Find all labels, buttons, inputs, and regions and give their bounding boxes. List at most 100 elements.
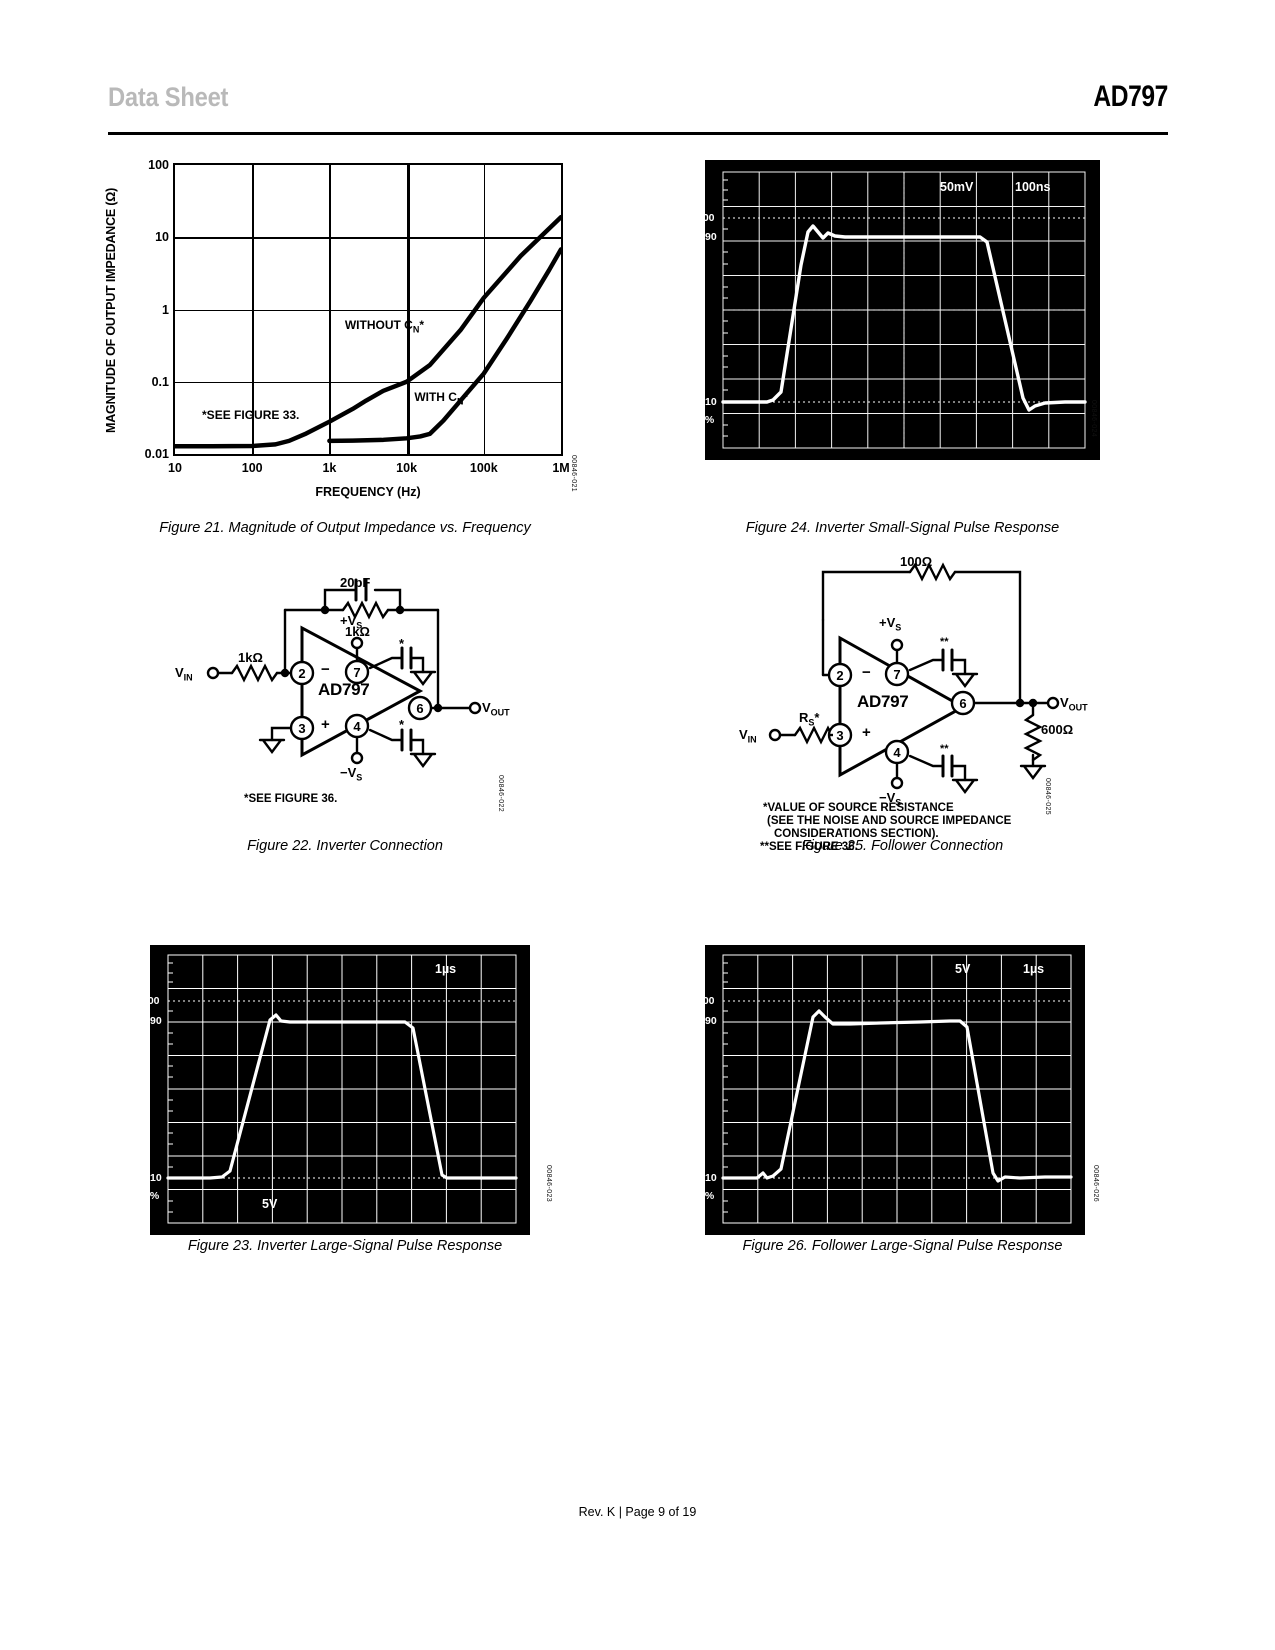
pin-7 [884,661,910,687]
y-tick-label: 10 [155,230,169,245]
annotation-see-figure-33: *SEE FIGURE 33. [202,407,300,422]
scope-trace [721,1009,1073,1183]
pin-4-label: 4 [353,719,361,734]
x-tick-label: 100 [241,461,263,475]
gridline-horizontal [175,309,561,311]
annotation-without-cn: WITHOUT CN* [344,318,424,335]
y-tick-label: 0.01 [144,447,169,461]
noninverting-input-sign: + [862,724,871,741]
follower-schematic: 2 3 4 6 7 [768,562,1060,794]
vs-neg-label: −VS [879,790,902,808]
noninverting-input-sign: + [321,716,330,733]
scope-marker-0pct: 0% [144,1190,160,1202]
x-tick-label: 1k [322,461,337,475]
figure-26-caption: Figure 26. Follower Large-Signal Pulse R… [742,1238,1063,1254]
junction-dot [1028,698,1038,708]
page-title: Data Sheet [108,82,229,112]
scope-volts-label: 5V [955,962,971,976]
scope-marker-10: 10 [705,396,717,408]
part-label: AD797 [857,692,909,711]
figure-id-code: 00846-026 [1092,1165,1099,1203]
y-tick-label: 100 [148,158,169,172]
vout-terminal [468,701,482,715]
figure-23-scope: 1µs 5V 100 90 10 0% [142,945,530,1235]
pin-2 [289,660,315,686]
scope-time-label: 1µs [1023,962,1045,976]
pin-2 [827,662,853,688]
load-resistor-label: 600Ω [1041,722,1074,737]
star-marker: * [399,717,405,732]
figure-25-note-line3: CONSIDERATIONS SECTION). [774,828,939,840]
figure-23-caption: Figure 23. Inverter Large-Signal Pulse R… [187,1238,503,1254]
pin-3 [289,715,315,741]
figure-id-code: 00846-024 [1090,400,1097,438]
vin-terminal [206,666,220,680]
figure-22-circuit: 2 3 4 6 7 20pF 1kΩ 1kΩ VIN VOUT +VS −VS … [175,550,520,820]
junction-dot [433,703,443,713]
figure-24-scope: 50mV 100ns 100 90 10 0% [697,160,1100,460]
vs-pos-label: +VS [340,613,363,631]
pin-4-label: 4 [893,745,901,760]
gridline-horizontal [175,237,561,239]
junction-dot [1015,698,1025,708]
scope-marker-90: 90 [150,1015,162,1027]
pin-7-label: 7 [353,665,360,680]
pin-6 [950,690,976,716]
vs-pos-label: +VS [879,615,902,633]
vin-label: VIN [175,665,193,683]
scope-time-label: 100ns [1015,180,1051,194]
scope-time-label: 1µs [435,962,457,976]
source-resistor-label: RS* [799,710,820,728]
capacitor-value-label: 20pF [340,575,371,590]
vin-terminal [768,728,782,742]
y-tick-label: 0.1 [151,374,169,389]
pin-2-label: 2 [298,666,305,681]
figure-21-chart: MAGNITUDE OF OUTPUT IMPEDANCE (Ω) 100 10… [104,155,580,515]
scope-marker-10: 10 [150,1172,162,1184]
scope-graticule [166,954,518,1224]
vout-label: VOUT [1060,695,1088,713]
figure-id-code: 00846-021 [570,455,577,493]
vout-label: VOUT [482,700,510,718]
pin-7 [344,659,370,685]
double-star-marker: ** [940,743,949,755]
figure-25-note-line1: *VALUE OF SOURCE RESISTANCE [763,802,954,814]
part-label: AD797 [318,680,370,699]
x-tick-label: 1M [552,461,570,475]
double-star-marker: ** [940,636,949,648]
junction-dot [395,605,405,615]
scope-trace [721,224,1087,412]
y-axis-label: MAGNITUDE OF OUTPUT IMPEDANCE (Ω) [104,187,118,433]
feedback-resistor-label: 1kΩ [345,624,370,639]
figure-26-scope: 5V 1µs 100 90 10 0% [697,945,1085,1235]
page-header: Data Sheet AD797 [108,80,1168,135]
x-tick-label: 10 [168,461,182,475]
scope-trace [166,1013,518,1180]
scope-marker-10: 10 [705,1172,717,1184]
vin-label: VIN [739,727,757,745]
input-resistor-label: 1kΩ [238,650,263,665]
part-number: AD797 [1093,80,1168,113]
page-footer: Rev. K | Page 9 of 19 [578,1505,697,1519]
junction-dot [320,605,330,615]
pin-4 [344,713,370,739]
pin-6 [407,695,433,721]
inverting-input-sign: − [862,664,871,681]
figure-id-code: 00846-022 [497,775,504,813]
vs-neg-label: −VS [340,765,363,783]
figure-24-caption: Figure 24. Inverter Small-Signal Pulse R… [745,520,1060,536]
inverting-input-sign: − [321,661,330,678]
figure-25-caption: Figure 25. Follower Connection [801,838,1004,854]
feedback-resistor-label: 100Ω [900,554,933,569]
figure-id-code: 00846-025 [1044,778,1051,816]
chart-plot-area: 100 10 1 0.1 0.01 10 100 1k 10k 100k 1M … [145,158,570,475]
scope-marker-100: 100 [142,995,160,1007]
scope-volts-label: 50mV [940,180,974,194]
scope-graticule [721,954,1073,1224]
figure-25-note-line2: (SEE THE NOISE AND SOURCE IMPEDANCE [767,815,1012,827]
star-marker: * [399,636,405,651]
scope-marker-100: 100 [697,212,715,224]
scope-marker-0pct: 0% [699,1190,715,1202]
gridline-horizontal [175,381,561,384]
inverter-schematic: 2 3 4 6 7 [206,578,482,768]
